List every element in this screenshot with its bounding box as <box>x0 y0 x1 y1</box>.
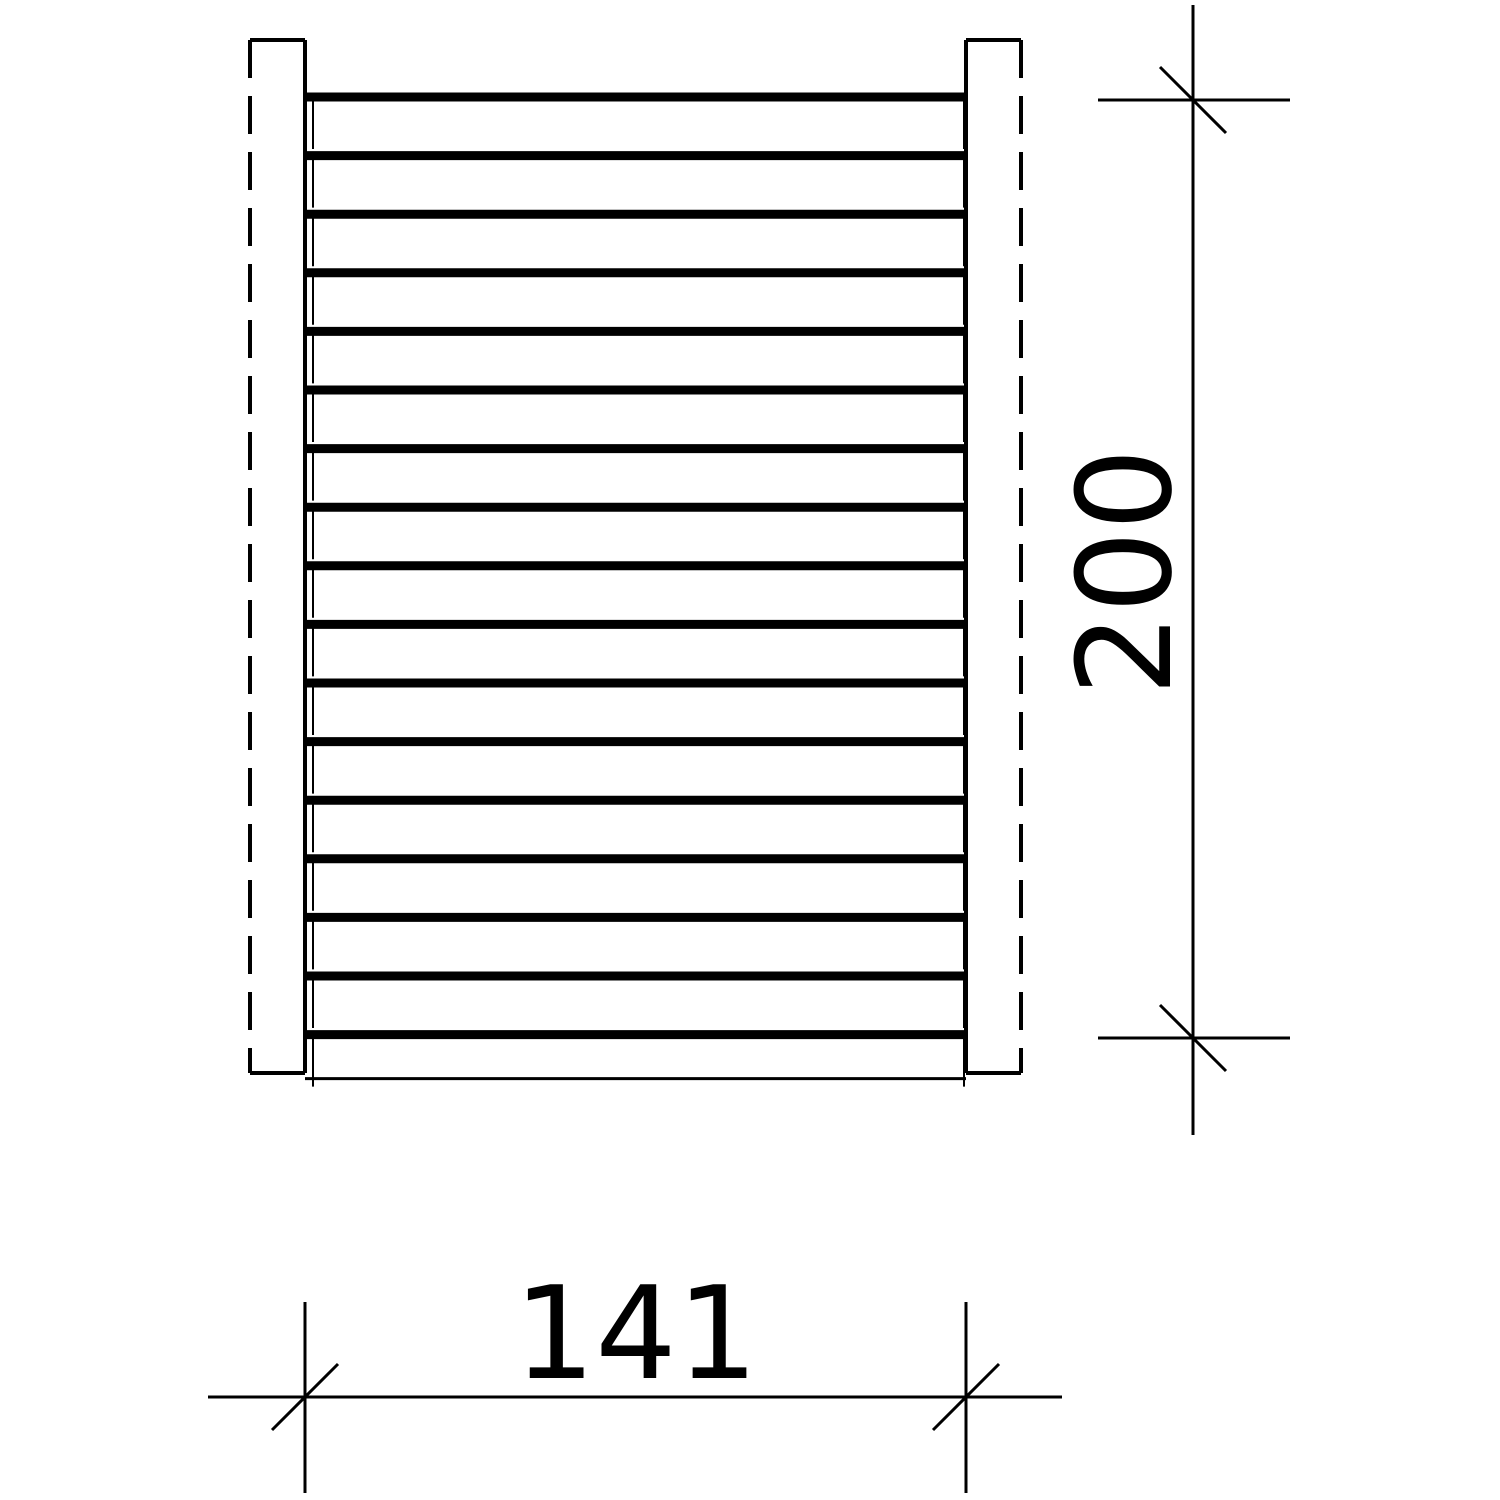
slat <box>305 737 966 794</box>
slat-side-edges <box>312 507 965 560</box>
slat <box>305 502 966 560</box>
slat-side-edges <box>312 741 965 794</box>
slat <box>305 151 966 208</box>
width-dimension-label: 141 <box>514 1260 758 1409</box>
slat <box>305 971 966 1028</box>
slat <box>305 326 966 384</box>
slat <box>305 561 966 618</box>
slat <box>305 619 966 677</box>
height-dimension-label: 200 <box>1049 448 1201 696</box>
slat <box>305 92 966 149</box>
slat <box>305 795 966 853</box>
slat-side-edges <box>312 214 965 267</box>
height-tick-bottom <box>1158 1003 1228 1073</box>
slats-group <box>305 92 966 1087</box>
slat <box>305 385 966 442</box>
slat <box>305 268 966 325</box>
slat-side-edges <box>312 976 965 1028</box>
slat-side-edges <box>312 155 965 208</box>
slat-side-edges <box>312 683 965 735</box>
slat-side-edges <box>312 917 965 970</box>
slat-side-edges <box>312 331 965 384</box>
height-tick-top <box>1158 65 1228 135</box>
width-tick-left <box>270 1362 340 1432</box>
slat-side-edges <box>312 858 965 911</box>
slat-side-edges <box>312 800 965 853</box>
slat-side-edges <box>312 97 965 149</box>
width-dimension <box>208 1302 1062 1493</box>
height-dimension <box>1098 5 1290 1135</box>
slat <box>305 444 966 501</box>
slat-side-edges <box>312 624 965 677</box>
slat <box>305 209 966 267</box>
slat-side-edges <box>312 565 965 618</box>
slat-side-edges <box>312 272 965 325</box>
left-post <box>248 38 307 1075</box>
slat-side-edges <box>312 390 965 442</box>
slat <box>305 678 966 735</box>
width-tick-right <box>931 1362 1001 1432</box>
slat-side-edges <box>312 448 965 501</box>
slat <box>305 854 966 911</box>
right-post <box>964 38 1023 1075</box>
slat <box>305 912 966 970</box>
